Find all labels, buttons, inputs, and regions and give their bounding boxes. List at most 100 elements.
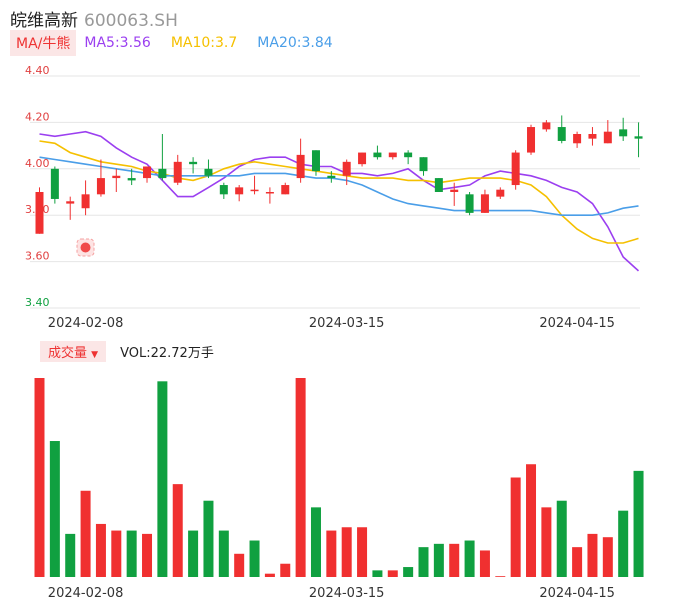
- y-tick-label: 4.00: [25, 157, 50, 170]
- candle: [158, 168, 167, 179]
- y-tick-label: 3.40: [25, 296, 50, 309]
- ma10-line: [39, 140, 639, 244]
- price-chart[interactable]: 4.404.204.003.803.603.402024-02-082024-0…: [0, 0, 686, 335]
- volume-bar: [602, 537, 613, 577]
- x-tick-label: 2024-03-15: [309, 586, 385, 601]
- volume-tag-label: 成交量: [48, 345, 88, 361]
- volume-bar: [65, 533, 76, 577]
- ma5-line: [39, 130, 640, 272]
- candle: [619, 129, 628, 137]
- volume-bar: [449, 543, 460, 577]
- volume-bar: [341, 527, 352, 577]
- candle: [35, 192, 44, 234]
- ma-indicator-selector[interactable]: MA/牛熊: [10, 30, 77, 56]
- volume-bar: [572, 547, 583, 577]
- volume-legend: 成交量 ▼ VOL:22.72万手: [40, 340, 214, 362]
- volume-bar: [218, 530, 229, 577]
- volume-bar: [280, 563, 291, 577]
- volume-bar: [372, 570, 383, 577]
- x-tick-label: 2024-02-08: [48, 316, 124, 331]
- candle: [465, 194, 474, 213]
- candle: [434, 178, 443, 192]
- candle: [189, 161, 198, 165]
- volume-bar: [295, 378, 306, 577]
- candle: [96, 178, 105, 195]
- candle: [404, 152, 413, 158]
- volume-bar: [126, 530, 137, 577]
- candle: [311, 150, 320, 172]
- volume-chart[interactable]: 2024-02-08 2024-03-15 2024-04-15: [0, 360, 686, 606]
- ma-legend: MA/牛熊 MA5:3.56 MA10:3.7 MA20:3.84: [10, 30, 353, 56]
- volume-bar: [203, 500, 214, 577]
- x-tick-label: 2024-03-15: [309, 316, 385, 331]
- candle: [235, 187, 244, 195]
- candle: [496, 189, 505, 197]
- candle: [588, 134, 597, 139]
- candle: [634, 136, 643, 139]
- volume-bar: [433, 543, 444, 577]
- candle: [388, 152, 397, 158]
- candle: [327, 175, 336, 179]
- candle: [542, 122, 551, 130]
- volume-bar: [172, 484, 183, 577]
- volume-bar: [234, 553, 245, 577]
- volume-bar: [249, 540, 260, 577]
- event-marker-icon: [76, 238, 95, 257]
- candle: [81, 194, 90, 209]
- ma20-line: [39, 156, 639, 216]
- y-tick-label: 4.40: [25, 64, 50, 77]
- volume-bar: [111, 530, 122, 577]
- candle: [143, 166, 152, 179]
- x-tick-label: 2024-04-15: [539, 316, 615, 331]
- candle: [342, 161, 351, 176]
- y-tick-label: 4.20: [25, 110, 50, 123]
- candle: [173, 161, 182, 183]
- volume-bar: [510, 477, 521, 577]
- candle: [296, 154, 305, 179]
- candle: [250, 189, 259, 192]
- candle: [127, 178, 136, 181]
- candle: [373, 152, 382, 158]
- volume-bar: [326, 530, 337, 577]
- candle: [50, 168, 59, 199]
- volume-bar: [387, 570, 398, 577]
- candle: [557, 127, 566, 141]
- volume-bar: [357, 527, 368, 577]
- candle: [480, 194, 489, 213]
- dropdown-caret-icon: ▼: [91, 349, 99, 360]
- volume-bar: [80, 490, 91, 577]
- volume-bar: [541, 507, 552, 577]
- volume-bar: [403, 567, 414, 577]
- ma20-label: MA20:3.84: [257, 35, 333, 51]
- volume-bar: [157, 381, 168, 577]
- volume-bar: [49, 441, 60, 577]
- stock-name: 皖维高新: [10, 11, 78, 31]
- volume-bar: [142, 533, 153, 577]
- candle: [112, 175, 121, 179]
- candle: [219, 185, 228, 195]
- ma5-label: MA5:3.56: [84, 35, 151, 51]
- volume-bar: [495, 576, 506, 577]
- volume-bar: [526, 464, 537, 577]
- volume-bar: [34, 378, 45, 577]
- candle: [66, 201, 75, 204]
- candle: [358, 152, 367, 165]
- stock-code: 600063.SH: [84, 11, 178, 31]
- candle: [204, 168, 213, 176]
- volume-bar: [464, 540, 475, 577]
- volume-bar: [188, 530, 199, 577]
- candle: [527, 127, 536, 153]
- volume-bar: [587, 533, 598, 577]
- volume-bar: [418, 547, 429, 577]
- ma10-label: MA10:3.7: [170, 35, 238, 51]
- volume-bar: [95, 523, 106, 577]
- volume-indicator-selector[interactable]: 成交量 ▼: [40, 340, 107, 362]
- candle: [265, 192, 274, 194]
- volume-bar: [310, 507, 321, 577]
- x-tick-label: 2024-02-08: [48, 586, 124, 601]
- y-tick-label: 3.60: [25, 250, 50, 263]
- volume-bar: [556, 500, 567, 577]
- volume-bar: [633, 470, 644, 577]
- candle: [450, 189, 459, 192]
- x-tick-label: 2024-04-15: [539, 586, 615, 601]
